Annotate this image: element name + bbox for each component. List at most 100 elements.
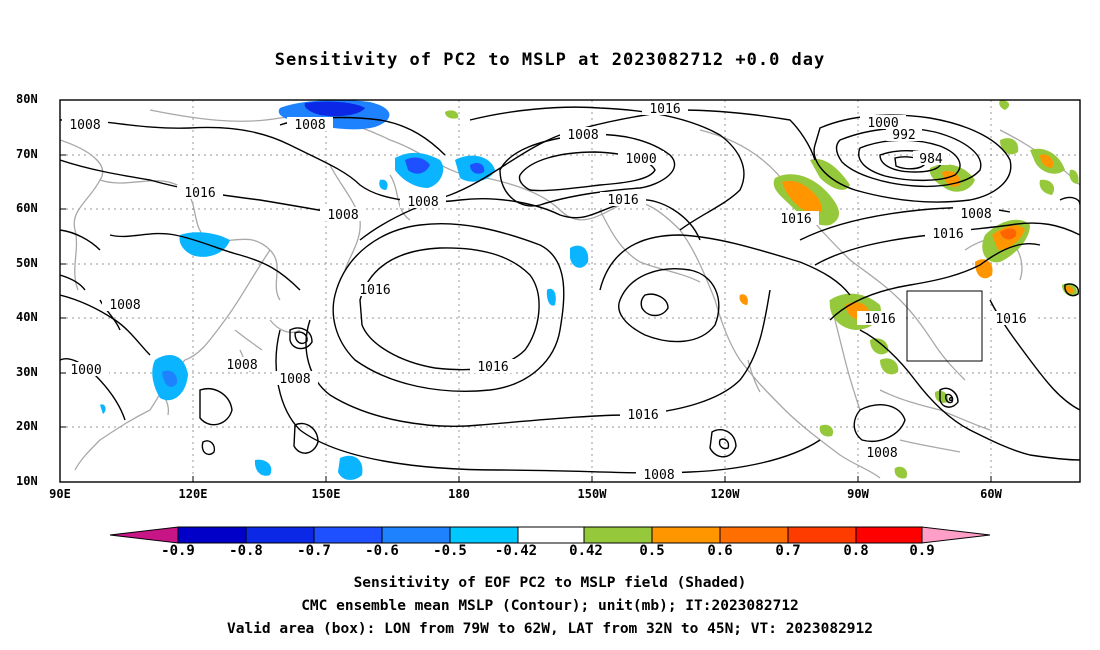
svg-text:992: 992	[892, 128, 915, 143]
caption-contour: CMC ensemble mean MSLP (Contour); unit(m…	[301, 598, 799, 614]
svg-text:1016: 1016	[864, 312, 895, 327]
svg-text:1016: 1016	[607, 193, 638, 208]
svg-text:1008: 1008	[960, 207, 991, 222]
valid-area-box	[906, 290, 983, 362]
svg-text:1008: 1008	[226, 358, 257, 373]
colorbar-label: 0.6	[707, 543, 733, 559]
svg-text:1008: 1008	[109, 298, 140, 313]
svg-text:1016: 1016	[995, 312, 1026, 327]
colorbar-label: 0.42	[569, 543, 603, 559]
contour-label: 1000	[618, 151, 664, 167]
colorbar-label: -0.9	[161, 543, 195, 559]
caption-shaded: Sensitivity of EOF PC2 to MSLP field (Sh…	[353, 575, 747, 591]
lon-label: 180	[448, 487, 470, 501]
lat-label: 10N	[16, 474, 38, 488]
colorbar-label: -0.8	[229, 543, 263, 559]
colorbar-swatch	[449, 526, 519, 544]
map-title: Sensitivity of PC2 to MSLP at 2023082712…	[274, 50, 826, 70]
colorbar-label: -0.7	[297, 543, 331, 559]
contour-label: 1016	[773, 211, 819, 227]
svg-text:1008: 1008	[567, 128, 598, 143]
colorbar-swatch	[517, 526, 585, 544]
svg-text:1008: 1008	[643, 468, 674, 483]
contour-label: 1000	[63, 362, 109, 378]
contour-labels: 1008 1008 1016 1008 1008 1016 1008 1000 …	[62, 101, 1034, 483]
svg-text:1008: 1008	[327, 208, 358, 223]
contour-label: 1008	[62, 117, 108, 133]
colorbar-swatch	[583, 526, 653, 544]
svg-text:1000: 1000	[70, 363, 101, 378]
lon-label: 60W	[980, 487, 1002, 501]
axis-ticks	[60, 99, 992, 483]
lat-label: 20N	[16, 419, 38, 433]
colorbar-label: -0.42	[494, 543, 538, 559]
colorbar-swatch	[245, 526, 315, 544]
contour-label: 1008	[272, 371, 318, 387]
svg-text:1008: 1008	[407, 195, 438, 210]
colorbar-label: -0.6	[365, 543, 399, 559]
contour-label: 984	[913, 151, 949, 167]
svg-text:1008: 1008	[294, 118, 325, 133]
colorbar-label: 0.7	[775, 543, 801, 559]
lat-label: 30N	[16, 365, 38, 379]
contour-label: 1008	[400, 194, 446, 210]
colorbar-label: 0.8	[843, 543, 869, 559]
svg-text:1016: 1016	[780, 212, 811, 227]
caption-valid-area: Valid area (box): LON from 79W to 62W, L…	[226, 621, 873, 637]
lat-label: 70N	[16, 147, 38, 161]
svg-text:1016: 1016	[649, 102, 680, 117]
colorbar-label: 0.9	[909, 543, 935, 559]
svg-text:1016: 1016	[932, 227, 963, 242]
colorbar-swatch	[787, 526, 857, 544]
colorbar-label: -0.5	[433, 543, 467, 559]
contour-label: 1008	[287, 117, 333, 133]
colorbar-swatch	[719, 526, 789, 544]
lon-label: 90E	[49, 487, 71, 501]
lat-label: 50N	[16, 256, 38, 270]
contour-label: 1016	[925, 226, 971, 242]
contour-label: 1016	[470, 359, 516, 375]
contour-label: 1016	[857, 311, 903, 327]
grid-lines	[60, 100, 1080, 482]
svg-text:1016: 1016	[627, 408, 658, 423]
lon-label: 120W	[710, 487, 740, 501]
contour-label: 992	[886, 127, 922, 143]
contour-label: 1008	[859, 445, 905, 461]
plot-frame	[59, 99, 1081, 483]
colorbar	[109, 526, 991, 544]
lat-label: 40N	[16, 310, 38, 324]
lon-label: 90W	[847, 487, 869, 501]
contour-label: 1008	[320, 207, 366, 223]
svg-text:1008: 1008	[69, 118, 100, 133]
svg-text:1016: 1016	[184, 186, 215, 201]
contour-label: 1016	[620, 407, 666, 423]
contour-label: 1008	[560, 127, 606, 143]
contour-label: 1008	[953, 206, 999, 222]
svg-text:1008: 1008	[866, 446, 897, 461]
contour-label: 1008	[102, 297, 148, 313]
colorbar-swatch	[855, 526, 923, 544]
contour-label: 1016	[352, 282, 398, 298]
contour-label: 1016	[988, 311, 1034, 327]
colorbar-swatch	[651, 526, 721, 544]
contour-label: 1016	[600, 192, 646, 208]
contour-label: 1008	[636, 467, 682, 483]
svg-text:1000: 1000	[625, 152, 656, 167]
lon-label: 150W	[577, 487, 607, 501]
contour-label: 1008	[219, 357, 265, 373]
contour-label: 1016	[177, 185, 223, 201]
colorbar-under-triangle	[109, 526, 179, 544]
colorbar-over-triangle	[921, 526, 991, 544]
colorbar-swatch	[381, 526, 451, 544]
svg-text:1016: 1016	[477, 360, 508, 375]
svg-text:984: 984	[919, 152, 943, 167]
svg-text:1008: 1008	[279, 372, 310, 387]
contour-label: 1016	[642, 101, 688, 117]
colorbar-swatch	[313, 526, 383, 544]
colorbar-label: 0.5	[639, 543, 665, 559]
svg-text:1016: 1016	[359, 283, 390, 298]
negative-sensitivity-shading	[100, 100, 589, 480]
lat-label: 80N	[16, 92, 38, 106]
lat-label: 60N	[16, 201, 38, 215]
